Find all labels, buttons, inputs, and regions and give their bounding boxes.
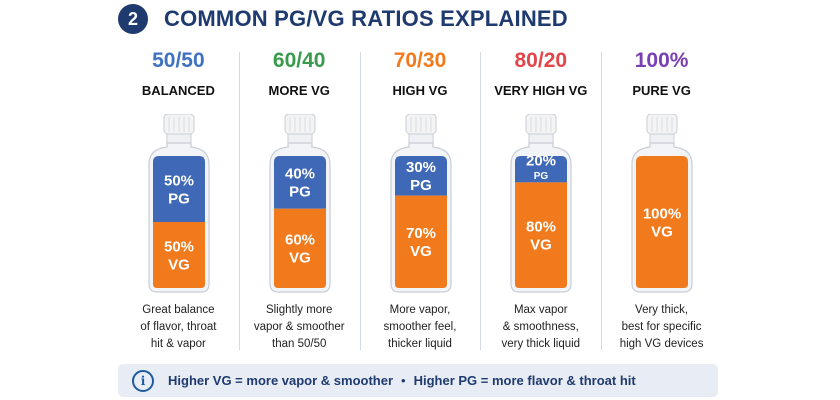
pg-text: 50%: [164, 172, 194, 189]
info-icon: i: [132, 369, 154, 392]
bottle-neck: [166, 133, 192, 144]
pg-liquid-layer: [153, 156, 205, 222]
ratio-description: Very thick, best for specific high VG devi…: [601, 302, 722, 353]
pg-text: 40%: [285, 166, 315, 183]
bottle-icon: 20% PG 80%VG: [510, 114, 572, 293]
description-line: & smoothness,: [502, 321, 579, 333]
vg-text: VG: [410, 243, 432, 260]
step-number-badge: 2: [118, 4, 148, 34]
vg-text: 50%: [164, 238, 194, 255]
ratio-description: Great balance of flavor, throat hit & vapo…: [118, 302, 239, 353]
bottle-icon: 30%PG 70%VG: [389, 114, 452, 293]
pg-text: PG: [168, 190, 190, 207]
vg-text: VG: [289, 250, 311, 267]
vg-liquid-layer: [153, 222, 205, 288]
description-line: high VG devices: [619, 338, 704, 350]
description-line: very thick liquid: [501, 338, 581, 350]
bottle-neck: [408, 133, 434, 144]
ratio-value: 70/30: [393, 49, 447, 72]
description-line: Max vapor: [513, 304, 568, 316]
description-line: thicker liquid: [388, 338, 452, 350]
pg-liquid-layer: [273, 156, 326, 209]
column-divider: [601, 52, 603, 350]
description-line: best for specific: [621, 321, 702, 333]
description-line: Slightly more: [265, 304, 333, 316]
ratio-label: HIGH VG: [392, 83, 448, 98]
ratio-label: MORE VG: [268, 83, 330, 98]
page-title: COMMON PG/VG RATIOS EXPLAINED: [164, 6, 568, 31]
bottle-icon: 100%VG: [631, 114, 693, 293]
description-line: Great balance: [142, 304, 215, 316]
pg-text: PG: [534, 171, 549, 182]
vg-liquid-layer: [394, 195, 447, 288]
vg-text: 80%: [526, 218, 556, 235]
vg-liquid-layer: [515, 182, 568, 288]
bottle-neck: [649, 133, 675, 144]
column-divider: [359, 52, 361, 350]
vg-text: VG: [531, 236, 553, 253]
pg-liquid-layer: [394, 156, 447, 196]
ratio-label: BALANCED: [141, 83, 215, 98]
footer-separator: •: [401, 373, 406, 388]
description-line: Very thick,: [635, 304, 689, 316]
header: 2 COMMON PG/VG RATIOS EXPLAINED: [118, 3, 568, 35]
column-divider: [238, 52, 240, 350]
ratio-column-3: 70/30 HIGH VG 30% PG 70% VG More vapor, smoothe…: [359, 44, 481, 360]
description-line: More vapor,: [389, 304, 451, 316]
ratio-value: 100%: [634, 49, 689, 72]
pg-text: 30%: [406, 159, 436, 176]
footer-vg-text: Higher VG = more vapor & smoother: [168, 373, 394, 388]
vg-text: 70%: [406, 225, 436, 242]
bottle-icon: 40%PG 60%VG: [269, 114, 331, 293]
footer-pg-text: Higher PG = more flavor & throat hit: [413, 373, 636, 388]
ratio-column-5: 100% PURE VG 100% VG Very thick, best for spe…: [601, 44, 722, 360]
ratio-column-2: 60/40 MORE VG 40% PG 60% VG Slightly more vapor…: [238, 44, 360, 360]
ratio-value: 60/40: [272, 49, 326, 72]
pg-text: 20%: [526, 152, 556, 169]
description-line: of flavor, throat: [140, 321, 217, 333]
info-footer: i Higher VG = more vapor & smoother • Hi…: [118, 364, 718, 397]
vg-liquid-layer: [636, 156, 689, 288]
description-line: than 50/50: [272, 338, 327, 350]
description-line: hit & vapor: [150, 338, 206, 350]
ratio-value: 50/50: [152, 49, 205, 72]
column-divider: [480, 52, 482, 350]
pg-text: PG: [289, 184, 311, 201]
bottle-neck: [287, 133, 313, 144]
ratio-value: 80/20: [514, 49, 568, 72]
ratio-columns: 50/50 BALANCED 50% PG 50% VG Great balance of f…: [118, 44, 722, 360]
ratio-column-4: 80/20 VERY HIGH VG 20% PG 80% VG Max vapor & sm…: [480, 44, 601, 360]
description-line: smoother feel,: [383, 321, 457, 333]
vg-liquid-layer: [273, 208, 326, 288]
ratio-description: Slightly more vapor & smoother than 50/50: [239, 302, 360, 353]
ratio-label: VERY HIGH VG: [494, 83, 588, 98]
description-line: vapor & smoother: [253, 321, 345, 333]
ratio-description: More vapor, smoother feel, thicker liquid: [360, 302, 481, 353]
vg-text: 60%: [285, 232, 315, 249]
vg-text: VG: [651, 223, 673, 240]
bottle-neck: [528, 133, 554, 144]
pg-liquid-layer: [515, 156, 568, 183]
vg-text: 100%: [643, 205, 681, 222]
ratio-description: Max vapor & smoothness, very thick liquid: [480, 302, 601, 353]
ratio-label: PURE VG: [632, 83, 691, 98]
vg-text: VG: [168, 256, 190, 273]
pg-text: PG: [410, 177, 432, 194]
ratio-column-1: 50/50 BALANCED 50% PG 50% VG Great balance of f…: [118, 44, 239, 360]
